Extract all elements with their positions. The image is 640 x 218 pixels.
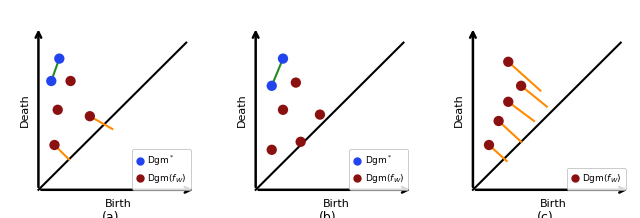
Text: Birth: Birth [323,199,349,209]
Point [516,84,526,88]
Point [52,108,63,112]
Point [84,114,95,118]
Point [267,148,277,152]
Point [267,84,277,88]
Point [503,60,513,63]
Text: Death: Death [20,93,29,127]
Text: (b): (b) [319,211,337,218]
Point [65,79,76,83]
Point [484,143,494,147]
Point [503,100,513,104]
Point [46,79,56,83]
Point [296,140,306,143]
Text: Birth: Birth [106,199,132,209]
Point [278,108,288,112]
Text: Death: Death [237,93,247,127]
Point [54,57,65,60]
Text: (c): (c) [537,211,554,218]
Point [315,113,325,116]
Point [278,57,288,60]
Text: Birth: Birth [540,199,566,209]
Text: (a): (a) [102,211,120,218]
Legend: Dgm$^*$, Dgm$(f_W)$: Dgm$^*$, Dgm$(f_W)$ [349,149,408,190]
Text: Death: Death [454,93,464,127]
Legend: Dgm$(f_W)$: Dgm$(f_W)$ [566,168,626,190]
Point [49,143,60,147]
Point [291,81,301,84]
Legend: Dgm$^*$, Dgm$(f_W)$: Dgm$^*$, Dgm$(f_W)$ [132,149,191,190]
Point [493,119,504,123]
